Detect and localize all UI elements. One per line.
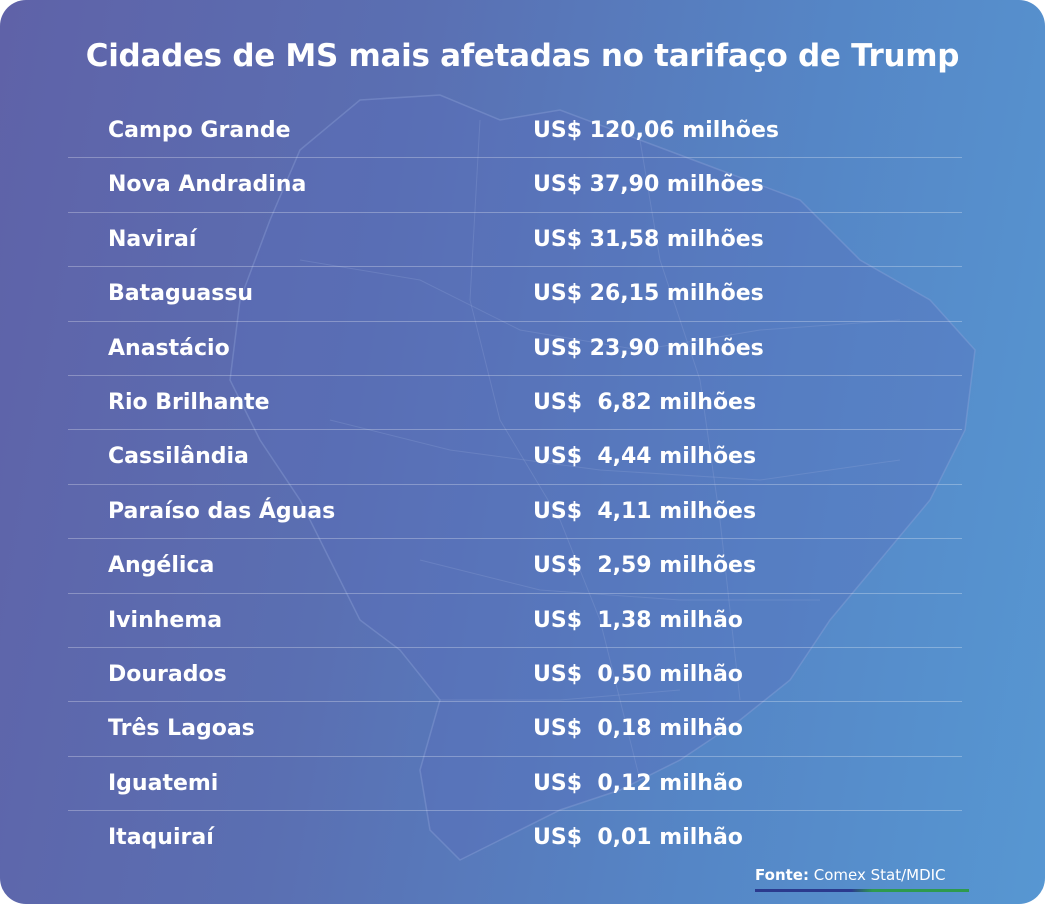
export-value: US$ 6,82 milhões <box>533 389 757 415</box>
table-row: Três Lagoas US$ 0,18 milhão <box>68 702 962 757</box>
table-row: Dourados US$ 0,50 milhão <box>68 648 962 703</box>
city-name: Rio Brilhante <box>108 389 270 415</box>
export-value: US$ 2,59 milhões <box>533 553 757 579</box>
page-title: Cidades de MS mais afetadas no tarifaço … <box>85 38 960 74</box>
source-underline <box>755 889 969 892</box>
table-row: Angélica US$ 2,59 milhões <box>68 539 962 594</box>
city-name: Naviraí <box>108 226 197 252</box>
cities-table: Campo Grande US$ 120,06 milhões Nova Andr… <box>68 104 962 864</box>
city-name: Campo Grande <box>108 118 291 143</box>
table-row: Iguatemi US$ 0,12 milhão <box>68 757 962 812</box>
export-value: US$ 0,12 milhão <box>533 770 743 796</box>
table-row: Itaquiraí US$ 0,01 milhão <box>68 811 962 864</box>
city-name: Anastácio <box>108 335 230 361</box>
source-credit: Fonte: Comex Stat/MDIC <box>755 866 946 888</box>
table-row: Bataguassu US$ 26,15 milhões <box>68 267 962 322</box>
export-value: US$ 0,50 milhão <box>533 661 743 687</box>
table-row: Nova Andradina US$ 37,90 milhões <box>68 158 962 213</box>
export-value: US$ 4,11 milhões <box>533 498 757 524</box>
city-name: Três Lagoas <box>108 716 255 742</box>
table-row: Naviraí US$ 31,58 milhões <box>68 213 962 268</box>
export-value: US$ 0,18 milhão <box>533 716 743 742</box>
table-row: Anastácio US$ 23,90 milhões <box>68 322 962 376</box>
city-name: Angélica <box>108 553 215 579</box>
table-row: Ivinhema US$ 1,38 milhão <box>68 594 962 648</box>
export-value: US$ 37,90 milhões <box>533 172 764 198</box>
city-name: Iguatemi <box>108 770 219 796</box>
export-value: US$ 4,44 milhões <box>533 444 757 470</box>
export-value: US$ 0,01 milhão <box>533 825 743 851</box>
city-name: Itaquiraí <box>108 825 214 851</box>
export-value: US$ 1,38 milhão <box>533 607 743 633</box>
export-value: US$ 26,15 milhões <box>533 281 764 307</box>
city-name: Dourados <box>108 661 227 687</box>
source-text: Comex Stat/MDIC <box>808 866 946 884</box>
table-row: Paraíso das Águas US$ 4,11 milhões <box>68 485 962 540</box>
city-name: Cassilândia <box>108 444 249 470</box>
city-name: Bataguassu <box>108 281 254 307</box>
city-name: Ivinhema <box>108 607 223 633</box>
table-row: Rio Brilhante US$ 6,82 milhões <box>68 376 962 431</box>
table-row: Cassilândia US$ 4,44 milhões <box>68 430 962 485</box>
city-name: Nova Andradina <box>108 172 307 198</box>
city-name: Paraíso das Águas <box>108 498 336 524</box>
table-row: Campo Grande US$ 120,06 milhões <box>68 104 962 159</box>
export-value: US$ 120,06 milhões <box>533 118 780 143</box>
export-value: US$ 23,90 milhões <box>533 335 764 361</box>
source-label: Fonte: <box>755 866 809 884</box>
export-value: US$ 31,58 milhões <box>533 226 764 252</box>
